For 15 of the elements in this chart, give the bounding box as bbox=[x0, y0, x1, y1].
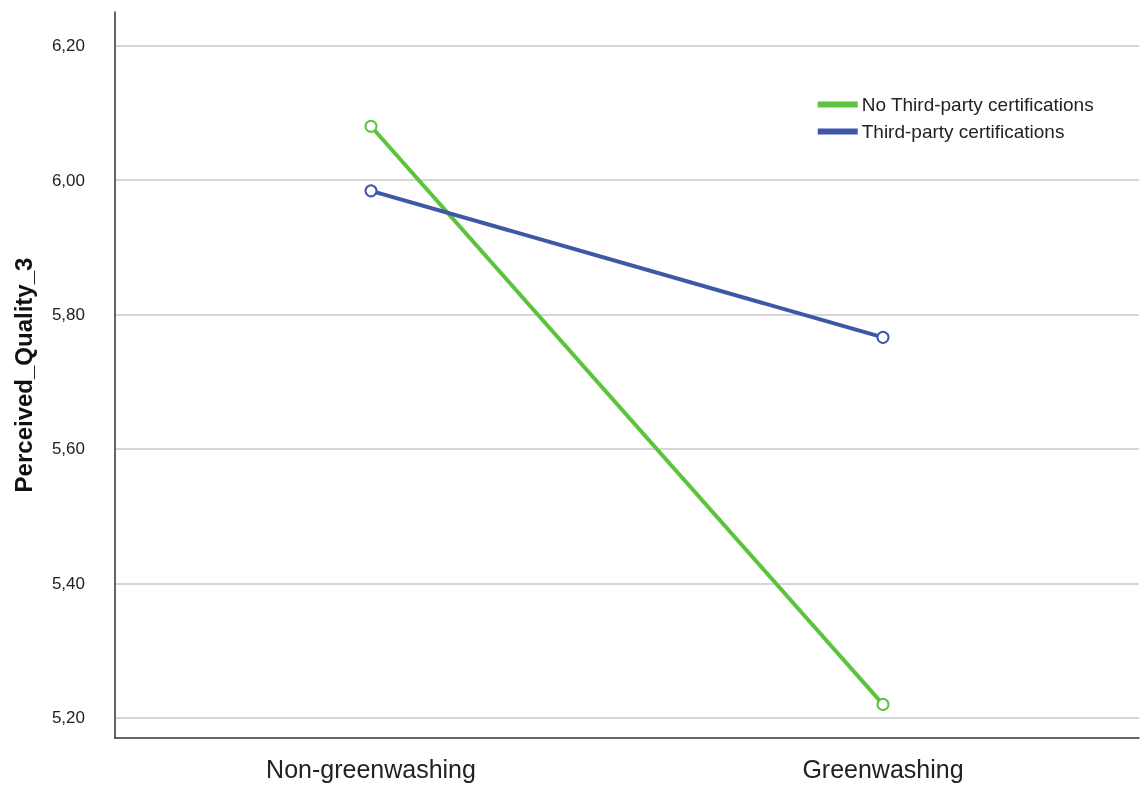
point bbox=[364, 184, 378, 198]
y-tick-label: 5,40 bbox=[51, 573, 85, 593]
point bbox=[364, 119, 378, 133]
y-tick-label: 6,20 bbox=[51, 36, 85, 56]
y-tick-label: 5,60 bbox=[51, 439, 85, 459]
x-tick-label: Non-greenwashing bbox=[266, 754, 476, 783]
point bbox=[876, 330, 890, 344]
legend-label: Third-party certifications bbox=[861, 121, 1065, 142]
x-tick-label: Greenwashing bbox=[802, 754, 964, 783]
point bbox=[876, 697, 890, 711]
y-tick-label: 5,20 bbox=[51, 708, 85, 728]
legend-label: No Third-party certifications bbox=[861, 94, 1094, 115]
y-tick-label: 6,00 bbox=[51, 170, 85, 190]
y-tick-label: 5,80 bbox=[51, 305, 85, 324]
y-axis-title: Perceived_Quality_3 bbox=[9, 257, 37, 493]
